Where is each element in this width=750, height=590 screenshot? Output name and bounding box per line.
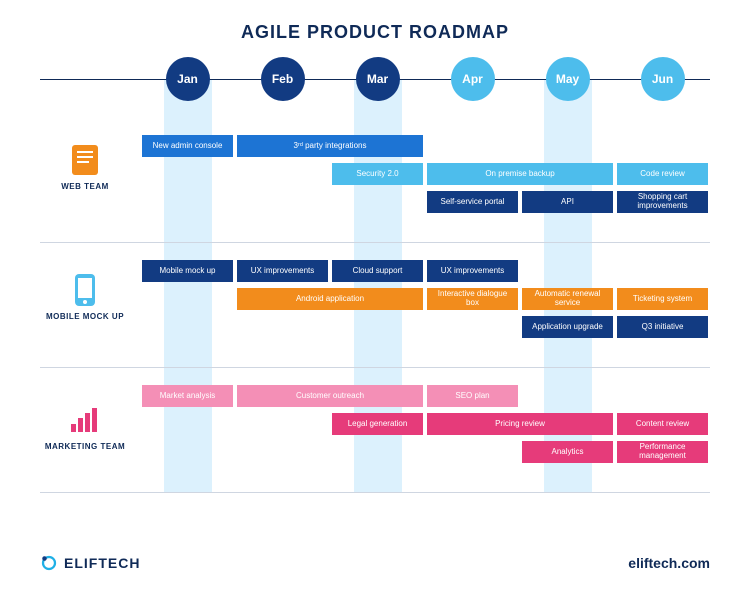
- phone-icon: [69, 274, 101, 306]
- roadmap-chart: Jan Feb Mar Apr May Jun WEB TEAM MOBILE MOCK UP…: [40, 57, 710, 492]
- task-bar: Q3 initiative: [617, 316, 708, 338]
- team-label: WEB TEAM: [61, 182, 109, 191]
- month-jan: Jan: [166, 57, 210, 101]
- brand-logo: ELIFTECH: [40, 554, 140, 572]
- team-label: MOBILE MOCK UP: [46, 312, 124, 321]
- document-icon: [69, 144, 101, 176]
- task-bar: UX improvements: [237, 260, 328, 282]
- task-bar: Android application: [237, 288, 423, 310]
- task-bar: Analytics: [522, 441, 613, 463]
- brand-url: eliftech.com: [628, 555, 710, 571]
- task-bar: Pricing review: [427, 413, 613, 435]
- team-web-team: WEB TEAM: [40, 144, 130, 191]
- brand-name: ELIFTECH: [64, 555, 140, 571]
- row-separator: [40, 492, 710, 493]
- row-separator: [40, 367, 710, 368]
- task-bar: On premise backup: [427, 163, 613, 185]
- task-bar: Cloud support: [332, 260, 423, 282]
- team-marketing-team: MARKETING TEAM: [40, 404, 130, 451]
- month-jun: Jun: [641, 57, 685, 101]
- task-bar: Automatic renewal service: [522, 288, 613, 310]
- month-mar: Mar: [356, 57, 400, 101]
- footer: ELIFTECH eliftech.com: [40, 554, 710, 572]
- task-bar: Legal generation: [332, 413, 423, 435]
- task-bar: SEO plan: [427, 385, 518, 407]
- task-bar: Mobile mock up: [142, 260, 233, 282]
- task-bar: Application upgrade: [522, 316, 613, 338]
- month-apr: Apr: [451, 57, 495, 101]
- task-bar: Code review: [617, 163, 708, 185]
- task-bar: Interactive dialogue box: [427, 288, 518, 310]
- task-bar: Content review: [617, 413, 708, 435]
- task-bar: UX improvements: [427, 260, 518, 282]
- task-bar: Market analysis: [142, 385, 233, 407]
- task-bar: Shopping cart improvements: [617, 191, 708, 213]
- task-bar: Customer outreach: [237, 385, 423, 407]
- page-title: AGILE PRODUCT ROADMAP: [0, 0, 750, 57]
- team-label: MARKETING TEAM: [45, 442, 125, 451]
- month-feb: Feb: [261, 57, 305, 101]
- task-bar: Security 2.0: [332, 163, 423, 185]
- task-bar: Ticketing system: [617, 288, 708, 310]
- team-mobile-mock-up: MOBILE MOCK UP: [40, 274, 130, 321]
- logo-icon: [40, 554, 58, 572]
- row-separator: [40, 242, 710, 243]
- task-bar: 3ʳᵈ party integrations: [237, 135, 423, 157]
- task-bar: Performance management: [617, 441, 708, 463]
- task-bar: New admin console: [142, 135, 233, 157]
- task-bar: API: [522, 191, 613, 213]
- month-may: May: [546, 57, 590, 101]
- bars-icon: [69, 404, 101, 436]
- task-bar: Self-service portal: [427, 191, 518, 213]
